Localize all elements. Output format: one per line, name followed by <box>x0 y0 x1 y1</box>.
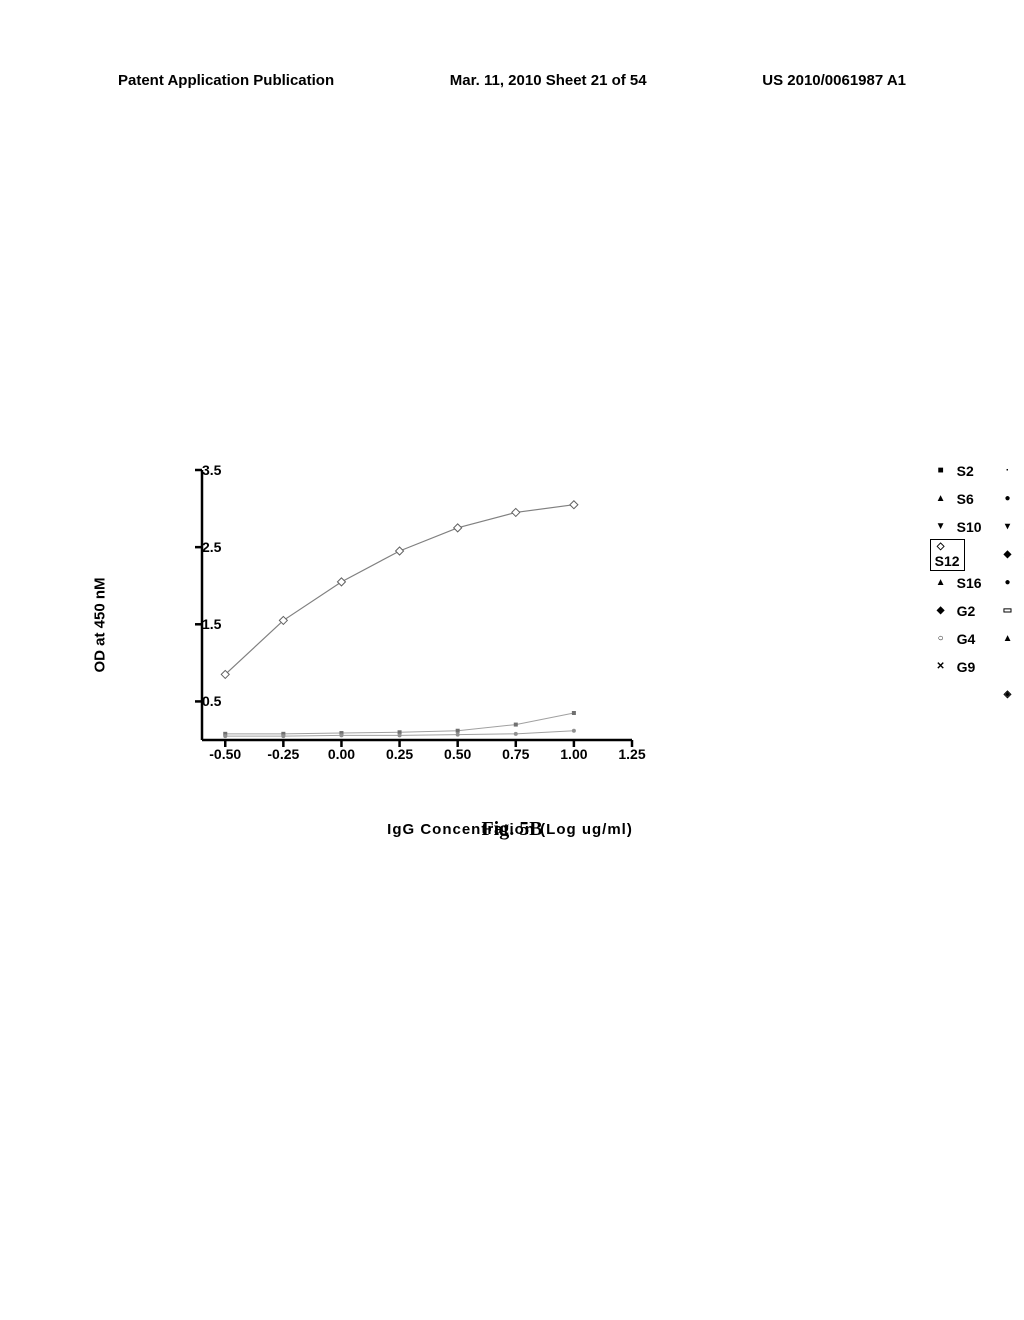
legend-label: G9 <box>957 659 976 675</box>
legend-symbol-icon: ◈ <box>1002 689 1014 701</box>
legend-item-boxed: ◇ S12 <box>930 539 965 571</box>
legend-item: ▼ S10 <box>935 518 982 536</box>
legend-col-1: ■ S2 ▲ S6 ▼ S10 ◇ S12 ▲ S16 ◆ G2 ○ G4 ✕ G9 <box>935 462 982 704</box>
legend-label: G4 <box>957 631 976 647</box>
legend-symbol-icon: ● <box>1002 493 1014 505</box>
legend-label: G2 <box>957 603 976 619</box>
y-axis-label: OD at 450 nM <box>92 577 109 672</box>
page-header: Patent Application Publication Mar. 11, … <box>0 72 1024 89</box>
header-center: Mar. 11, 2010 Sheet 21 of 54 <box>450 72 647 89</box>
legend-item: ▲G16 <box>1002 630 1024 648</box>
legend-item: ●E11 <box>1002 490 1024 508</box>
legend-item: ●S17 <box>1002 574 1024 592</box>
legend-item: ▲ S6 <box>935 490 982 508</box>
legend-item: ■ S2 <box>935 462 982 480</box>
legend-symbol-icon: ◆ <box>1002 549 1014 561</box>
figure-caption: Fig. 5B <box>481 818 542 841</box>
legend-item: ◈G35 <box>1002 686 1024 704</box>
xtick-label: -0.50 <box>209 746 241 762</box>
legend-symbol-icon: ▲ <box>935 493 947 505</box>
legend-item: ▾S13 <box>1002 518 1024 536</box>
legend-item: ◇ S12 <box>935 546 982 564</box>
xtick-label: -0.25 <box>267 746 299 762</box>
legend-item: ◆S14 <box>1002 546 1024 564</box>
xtick-label: 1.00 <box>560 746 587 762</box>
legend-symbol-icon: ▲ <box>1002 633 1014 645</box>
legend-symbol-icon <box>1002 661 1014 673</box>
legend-symbol-icon: ▾ <box>1002 521 1014 533</box>
legend-col-2: ·G20 ●E11 ▾S13 ◆S14 ●S17 ▭G12 ▲G16 G34 ◈G35 <box>1002 462 1024 704</box>
legend: ■S2▲S6▼S10◇ S12▲S16◆G2○G4✕G9 ·G20●E11▾S1… <box>935 462 1024 704</box>
legend-symbol-icon: ○ <box>935 633 947 645</box>
chart-plot <box>140 460 640 760</box>
chart-container: OD at 450 nM IgG Concentration (Log ug/m… <box>140 460 880 790</box>
legend-label: S10 <box>957 519 982 535</box>
xtick-label: 0.75 <box>502 746 529 762</box>
header-left: Patent Application Publication <box>118 72 334 89</box>
xtick-label: 1.25 <box>618 746 645 762</box>
legend-label: S2 <box>957 463 974 479</box>
legend-symbol-icon: ▲ <box>935 577 947 589</box>
legend-symbol-icon: ● <box>1002 577 1014 589</box>
xtick-label: 0.00 <box>328 746 355 762</box>
header-right: US 2010/0061987 A1 <box>762 72 906 89</box>
legend-item: G34 <box>1002 658 1024 676</box>
legend-symbol-icon: ◇ <box>935 541 947 553</box>
legend-symbol-icon: ▭ <box>1002 605 1014 617</box>
legend-symbol-icon: ■ <box>935 465 947 477</box>
legend-label: S12 <box>935 553 960 569</box>
legend-symbol-icon: ▼ <box>935 521 947 533</box>
legend-symbol-icon: · <box>1002 465 1014 477</box>
legend-label: S16 <box>957 575 982 591</box>
legend-symbol-icon: ✕ <box>935 661 947 673</box>
legend-item: ◆ G2 <box>935 602 982 620</box>
legend-item: ○ G4 <box>935 630 982 648</box>
legend-item: ✕ G9 <box>935 658 982 676</box>
legend-item: ▭G12 <box>1002 602 1024 620</box>
xtick-label: 0.50 <box>444 746 471 762</box>
legend-item: ·G20 <box>1002 462 1024 480</box>
xtick-label: 0.25 <box>386 746 413 762</box>
legend-label: S6 <box>957 491 974 507</box>
legend-item: ▲ S16 <box>935 574 982 592</box>
legend-symbol-icon: ◆ <box>935 605 947 617</box>
